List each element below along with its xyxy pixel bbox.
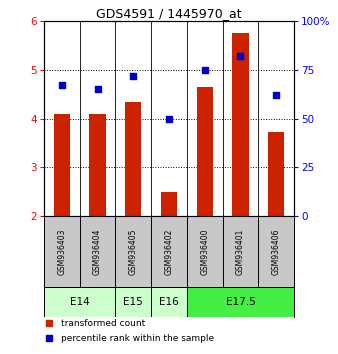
- Text: E17.5: E17.5: [225, 297, 255, 307]
- Bar: [115, 287, 151, 317]
- Text: GSM936401: GSM936401: [236, 228, 245, 275]
- Text: percentile rank within the sample: percentile rank within the sample: [62, 334, 215, 343]
- Text: E16: E16: [159, 297, 179, 307]
- Point: [46, 321, 52, 326]
- Text: GSM936405: GSM936405: [129, 228, 138, 275]
- Point: [238, 53, 243, 59]
- Bar: [54, 114, 70, 216]
- Point: [166, 116, 172, 121]
- Text: GSM936406: GSM936406: [272, 228, 281, 275]
- Point: [95, 87, 100, 92]
- Point: [202, 67, 208, 73]
- Bar: [125, 102, 141, 216]
- Text: GSM936404: GSM936404: [93, 228, 102, 275]
- Point: [59, 83, 65, 88]
- Bar: [151, 287, 187, 317]
- Bar: [197, 87, 213, 216]
- Bar: [187, 287, 294, 317]
- Bar: [161, 192, 177, 216]
- Text: GSM936400: GSM936400: [200, 228, 209, 275]
- Text: transformed count: transformed count: [62, 319, 146, 328]
- Bar: [44, 287, 115, 317]
- Bar: [268, 132, 284, 216]
- Point: [130, 73, 136, 79]
- Text: GSM936402: GSM936402: [165, 228, 173, 275]
- Title: GDS4591 / 1445970_at: GDS4591 / 1445970_at: [96, 7, 242, 20]
- Text: GSM936403: GSM936403: [57, 228, 66, 275]
- Point: [46, 336, 52, 341]
- Text: E14: E14: [70, 297, 90, 307]
- Bar: [233, 33, 248, 216]
- Point: [273, 92, 279, 98]
- Bar: [90, 114, 105, 216]
- Text: E15: E15: [123, 297, 143, 307]
